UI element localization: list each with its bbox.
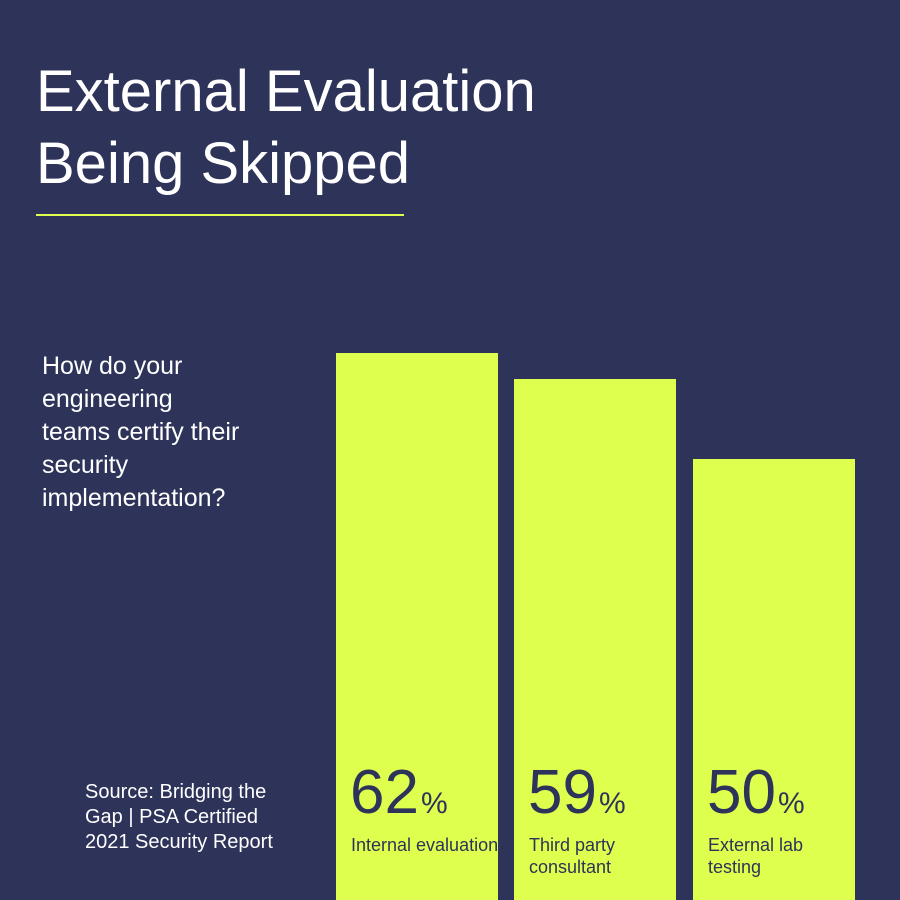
- bar-value-label: 59%: [528, 760, 626, 837]
- survey-question: How do your engineering teams certify th…: [42, 352, 240, 512]
- bar-category-label: Third party consultant: [529, 835, 616, 877]
- bar-1: [336, 353, 498, 900]
- bar-value-number: 59: [528, 758, 597, 827]
- title-line-1: External Evaluation: [36, 59, 536, 124]
- bar-value-number: 62: [350, 758, 419, 827]
- bar-3: [693, 458, 855, 900]
- title-divider: [36, 214, 404, 216]
- bar-value-label: 50%: [707, 760, 805, 837]
- title-line-2: Being Skipped: [36, 131, 411, 196]
- bar-value-number: 50: [707, 758, 776, 827]
- bar-2: [514, 379, 676, 900]
- source-note: Source: Bridging the Gap | PSA Certified…: [85, 781, 273, 853]
- bar-value-unit: %: [777, 787, 805, 820]
- bar-category-label: External lab testing: [708, 835, 804, 877]
- bar-value-unit: %: [420, 787, 448, 820]
- bar-value-label: 62%: [350, 760, 448, 837]
- bar-value-unit: %: [598, 787, 626, 820]
- bar-category-label: Internal evaluation: [351, 835, 499, 855]
- page-title: External Evaluation Being Skipped: [36, 56, 656, 200]
